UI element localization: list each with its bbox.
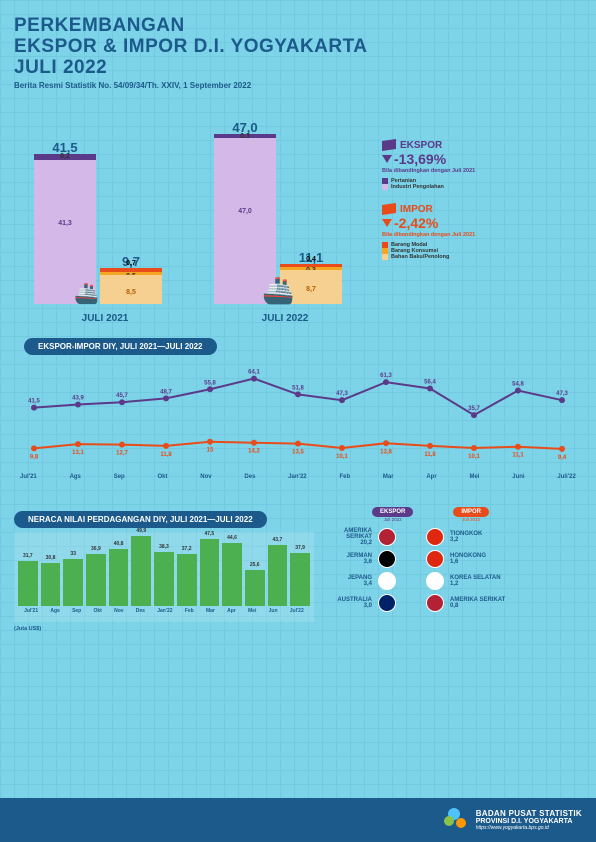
svg-text:54,8: 54,8 xyxy=(512,381,524,387)
svg-text:45,7: 45,7 xyxy=(116,393,128,399)
arrow-down-icon xyxy=(382,219,392,227)
flag-icon xyxy=(426,594,444,612)
svg-text:64,1: 64,1 xyxy=(248,369,260,375)
ship-icon: 🚢 xyxy=(74,281,99,306)
svg-text:14,2: 14,2 xyxy=(248,448,260,454)
flag-icon xyxy=(378,572,396,590)
line-chart: 41,5 43,9 45,7 48,7 55,8 64,1 51,8 47,3 61,3 56,4… xyxy=(18,359,578,499)
countries-table: EKSPORJuli 2022 IMPORJuli 2022 AMERIKA S… xyxy=(322,503,582,632)
footer: BADAN PUSAT STATISTIK PROVINSI D.I. YOGY… xyxy=(0,798,596,842)
legend: EKSPOR -13,69% Bila dibandingkan dengan … xyxy=(374,100,582,330)
svg-text:12,7: 12,7 xyxy=(116,450,128,456)
neraca-chart: 31,730,83336,940,849,938,337,247,544,625… xyxy=(14,532,314,622)
bps-logo-icon xyxy=(444,808,468,832)
svg-text:35,7: 35,7 xyxy=(468,406,480,412)
svg-text:11,8: 11,8 xyxy=(160,452,172,458)
svg-text:13,5: 13,5 xyxy=(292,449,304,455)
page-title: PERKEMBANGAN EKSPOR & IMPOR D.I. YOGYAKA… xyxy=(14,16,582,79)
svg-text:41,5: 41,5 xyxy=(28,398,40,404)
flag-icon xyxy=(378,528,396,546)
flag-icon xyxy=(426,572,444,590)
country-row: JERMAN3,6HONGKONG1,6 xyxy=(322,550,582,568)
country-row: AMERIKA SERIKAT20,2TIONGKOK3,2 xyxy=(322,528,582,546)
flag-icon xyxy=(378,550,396,568)
arrow-down-icon xyxy=(382,155,392,163)
svg-text:13,1: 13,1 xyxy=(72,450,84,456)
svg-text:47,3: 47,3 xyxy=(336,391,348,397)
svg-text:51,8: 51,8 xyxy=(292,385,304,391)
neraca-title: NERACA NILAI PERDAGANGAN DIY, JULI 2021—… xyxy=(14,511,267,528)
svg-text:9,4: 9,4 xyxy=(558,455,567,461)
flag-icon xyxy=(378,594,396,612)
svg-text:43,9: 43,9 xyxy=(72,395,84,401)
svg-text:10,1: 10,1 xyxy=(468,454,480,460)
country-row: JEPANG3,4KOREA SELATAN1,2 xyxy=(322,572,582,590)
main-bar-chart: 41,5 0,2 41,3 9,7 0,7 0,5 8,5 🚢 JULI 202… xyxy=(14,100,582,330)
svg-text:11,8: 11,8 xyxy=(424,452,436,458)
svg-text:11,1: 11,1 xyxy=(512,452,524,458)
svg-text:15: 15 xyxy=(207,447,214,453)
svg-text:10,1: 10,1 xyxy=(336,454,348,460)
country-row: AUSTRALIA3,0AMERIKA SERIKAT0,8 xyxy=(322,594,582,612)
subtitle: Berita Resmi Statistik No. 54/09/34/Th. … xyxy=(14,81,582,90)
svg-text:13,8: 13,8 xyxy=(380,449,392,455)
ship-icon: 🚢 xyxy=(262,275,294,306)
line-chart-title: EKSPOR-IMPOR DIY, JULI 2021—JULI 2022 xyxy=(24,338,217,355)
svg-text:56,4: 56,4 xyxy=(424,379,436,385)
svg-text:48,7: 48,7 xyxy=(160,389,172,395)
svg-text:47,3: 47,3 xyxy=(556,391,568,397)
svg-text:9,8: 9,8 xyxy=(30,454,39,460)
flag-icon xyxy=(426,550,444,568)
svg-text:55,8: 55,8 xyxy=(204,380,216,386)
svg-text:61,3: 61,3 xyxy=(380,373,392,379)
flag-icon xyxy=(426,528,444,546)
